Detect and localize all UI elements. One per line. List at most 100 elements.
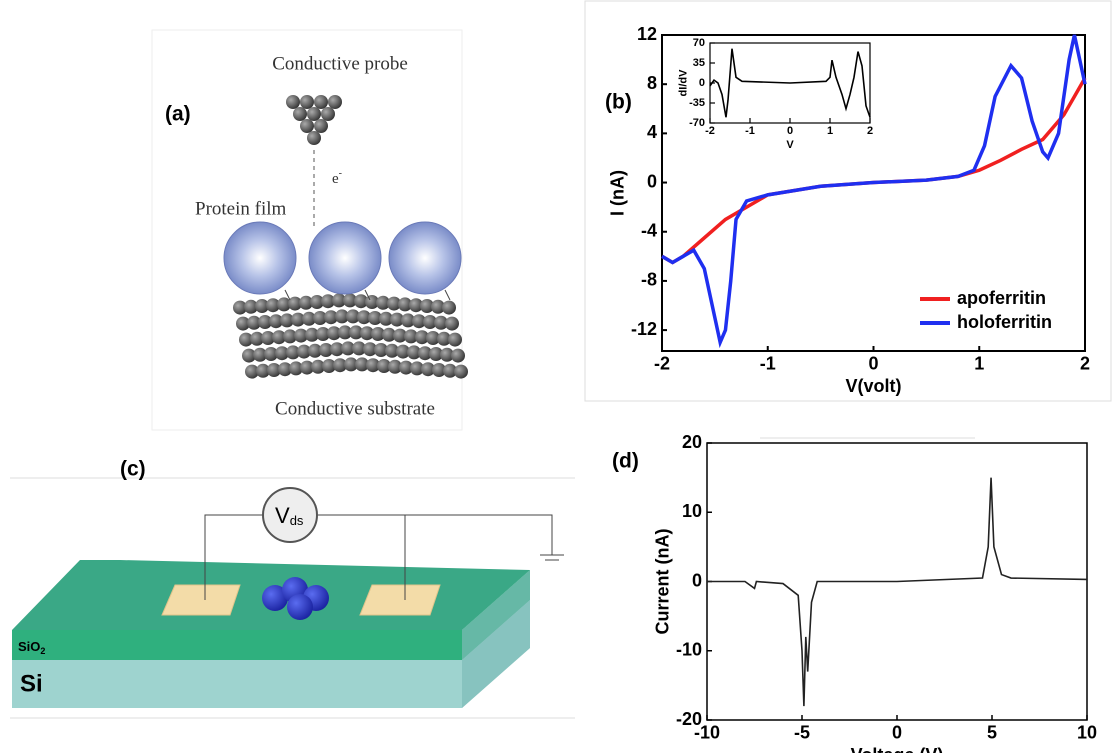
y-tick-label: -10 [676,640,702,660]
atom [410,361,424,376]
y-tick-label: -70 [689,117,705,129]
atom [258,315,272,329]
atom [357,310,371,325]
atom [355,357,369,372]
legend-label: apoferritin [957,288,1046,308]
y-tick-label: -12 [631,319,657,339]
y-tick-label: -8 [641,270,657,290]
atom [321,294,335,309]
x-tick-label: 5 [987,722,997,742]
probe-label: Conductive probe [272,53,408,74]
atom [445,316,459,331]
atom [275,346,289,361]
atom [437,331,451,346]
atom [328,95,342,109]
voltage: V [275,503,290,528]
atom [332,293,346,308]
atom [272,330,286,345]
atom [280,313,294,328]
atom [360,326,374,341]
atom [421,362,435,377]
substrate [233,289,468,379]
atom [266,298,280,313]
atom [426,331,440,345]
atom [324,310,338,325]
atom [354,294,368,309]
protein [287,594,313,620]
atom [349,325,363,340]
protein [308,221,382,295]
atom [307,107,321,121]
atom [420,299,434,313]
probe [286,95,342,145]
data-line [661,34,1087,349]
y-tick-label: 0 [692,570,702,590]
y-tick-label: 4 [647,122,657,142]
atom [365,295,379,309]
atom [407,345,421,360]
x-tick-label: -1 [760,353,776,373]
x-tick-label: 0 [892,722,902,742]
atom [321,107,335,121]
chip-side [462,570,530,708]
y-tick-label: 0 [647,171,657,191]
protein [262,585,288,611]
electrode [161,584,241,616]
y-tick-label: 0 [699,77,705,89]
atom [341,341,355,356]
silicon [12,600,530,708]
atom [277,297,291,312]
y-axis-label: I (nA) [608,170,628,216]
atom [261,331,275,345]
atom [434,315,448,330]
oxide-label: SiO2 [18,639,45,656]
atom [429,347,443,361]
atom [387,296,401,311]
y-tick-label: 12 [637,24,657,44]
atom [250,331,264,346]
x-axis-label: V(volt) [846,376,902,396]
y-tick-label: -4 [641,220,657,240]
atom [399,360,413,375]
atom [314,119,328,133]
y-tick-label: 10 [682,501,702,521]
atom [286,95,300,109]
legend-label: holoferritin [957,312,1052,332]
atom [294,328,308,343]
data-line [709,48,871,118]
substrate-label: Conductive substrate [275,398,435,419]
y-tick-label: -20 [676,709,702,729]
voltage-sub: ds [290,513,304,528]
atom [308,343,322,358]
atom [398,297,412,312]
atom [236,316,250,331]
atom [300,360,314,375]
y-tick-label: -35 [689,97,705,109]
x-tick-label: 1 [974,353,984,373]
atom [291,312,305,327]
silicon-label: Si [20,670,43,697]
wire [405,514,553,555]
atom [376,295,390,310]
atom [371,327,385,341]
atom [330,342,344,357]
y-axis-label: dI/dV [678,69,690,97]
y-tick-label: 35 [693,57,705,69]
atom [451,348,465,363]
atom [338,325,352,340]
y-tick-label: 20 [682,432,702,452]
linker [284,289,291,301]
atom [253,347,267,362]
x-tick-label: -2 [654,353,670,373]
atom [256,363,270,378]
atom [314,95,328,109]
atom [377,359,391,373]
x-tick-label: -5 [794,722,810,742]
atom [440,347,454,362]
oxide [12,570,530,660]
atom [300,119,314,133]
atom [344,357,358,372]
data-line [707,477,1088,707]
x-tick-label: 0 [868,353,878,373]
atom [448,332,462,347]
